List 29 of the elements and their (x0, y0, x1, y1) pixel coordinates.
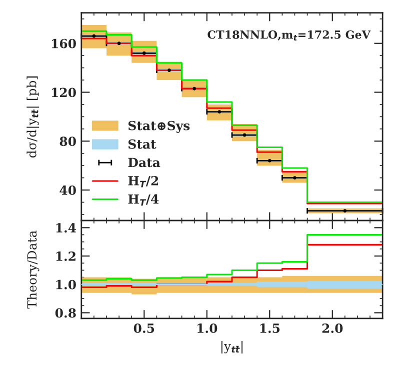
point (168, 68, 171, 72)
legend-label: Stat (128, 139, 156, 149)
x-tick-label: 1.0 (198, 324, 218, 333)
legend-label: Data (128, 158, 160, 168)
point (218, 110, 222, 114)
legend-label: H$_{T}$/4 (128, 194, 159, 206)
annotation: CT18NNLO,m$_{t}$=172.5 GeV (208, 30, 371, 40)
y-axis-title: Theory/Data (26, 230, 40, 309)
point (343, 209, 347, 213)
point (142, 51, 146, 55)
point (192, 86, 196, 90)
x-tick-label: 1.5 (260, 324, 280, 333)
y-tick-label: 1.4 (56, 223, 76, 233)
x-tick-label: 2.0 (322, 324, 343, 333)
point (268, 158, 272, 162)
y-tick-label: 1.0 (56, 280, 76, 290)
y-tick-label: 120 (52, 88, 76, 98)
y-tick-label: 160 (52, 38, 76, 48)
point (293, 176, 296, 180)
point (117, 42, 121, 46)
x-tick-label: 0.5 (134, 324, 154, 333)
y-tick-label: 0.8 (55, 308, 76, 318)
y-tick-label: 40 (60, 186, 76, 195)
y-tick-label: 1.2 (56, 252, 76, 261)
legend-label: Stat⊕Sys (128, 120, 190, 133)
y-tick-label: 80 (60, 136, 76, 146)
x-axis-title: |y$_{tt̄}$| (221, 340, 242, 354)
y-axis-title: dσ/d|y$_{tt̄}$| [pb] (26, 76, 40, 158)
legend-label: H$_{T}$/2 (128, 176, 158, 188)
